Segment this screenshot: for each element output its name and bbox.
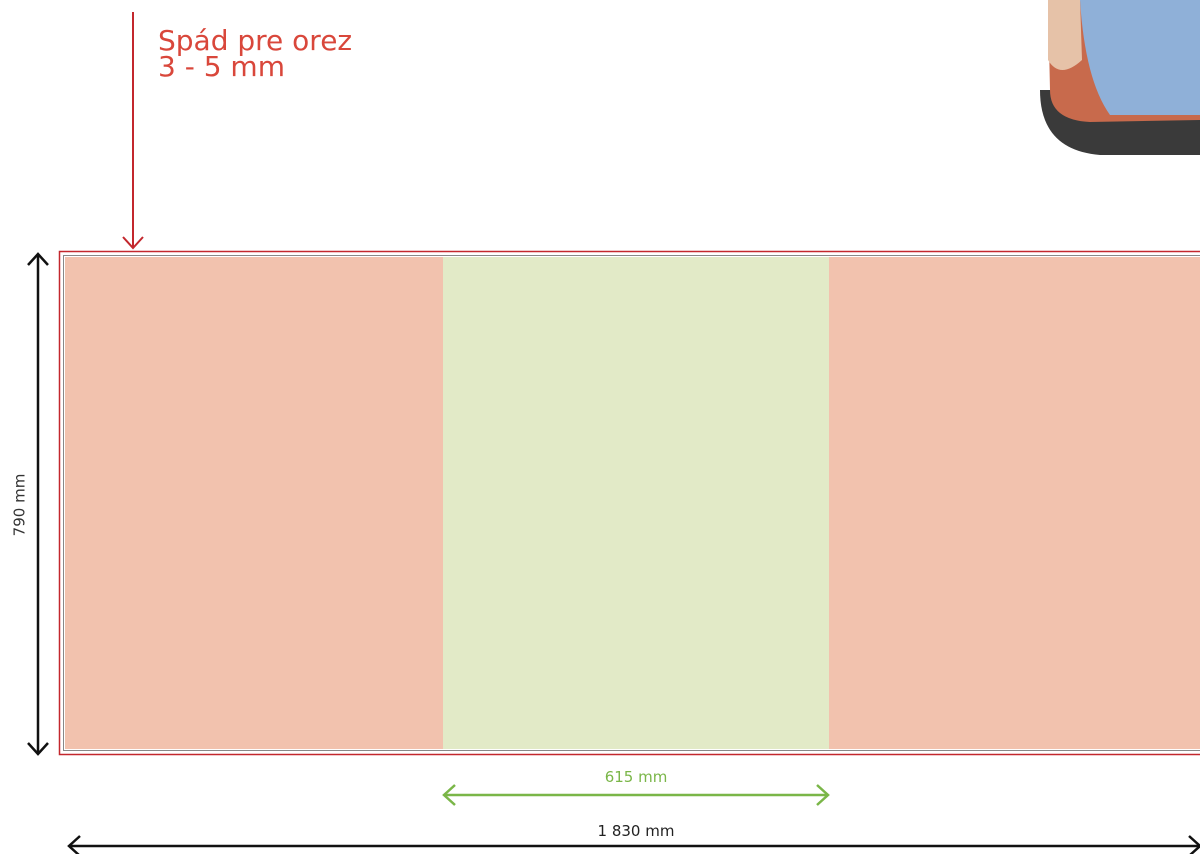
bleed-annotation: Spád pre orez 3 - 5 mm xyxy=(123,12,352,248)
center-width-label: 615 mm xyxy=(605,768,668,786)
diagram: Spád pre orez 3 - 5 mm 790 mm 615 mm 1 8… xyxy=(0,0,1200,854)
side-panel xyxy=(65,257,443,749)
product-photo xyxy=(1040,0,1200,155)
page: {"annotations":{"bleed":{"title":"Spád p… xyxy=(0,0,1200,854)
center-width-dimension xyxy=(444,785,828,805)
bleed-range: 3 - 5 mm xyxy=(158,50,285,83)
print-area xyxy=(60,252,1200,755)
center-panel xyxy=(443,257,829,749)
side-panel xyxy=(829,257,1200,749)
height-label: 790 mm xyxy=(11,474,29,537)
height-dimension xyxy=(28,254,48,754)
total-width-label: 1 830 mm xyxy=(598,822,675,840)
